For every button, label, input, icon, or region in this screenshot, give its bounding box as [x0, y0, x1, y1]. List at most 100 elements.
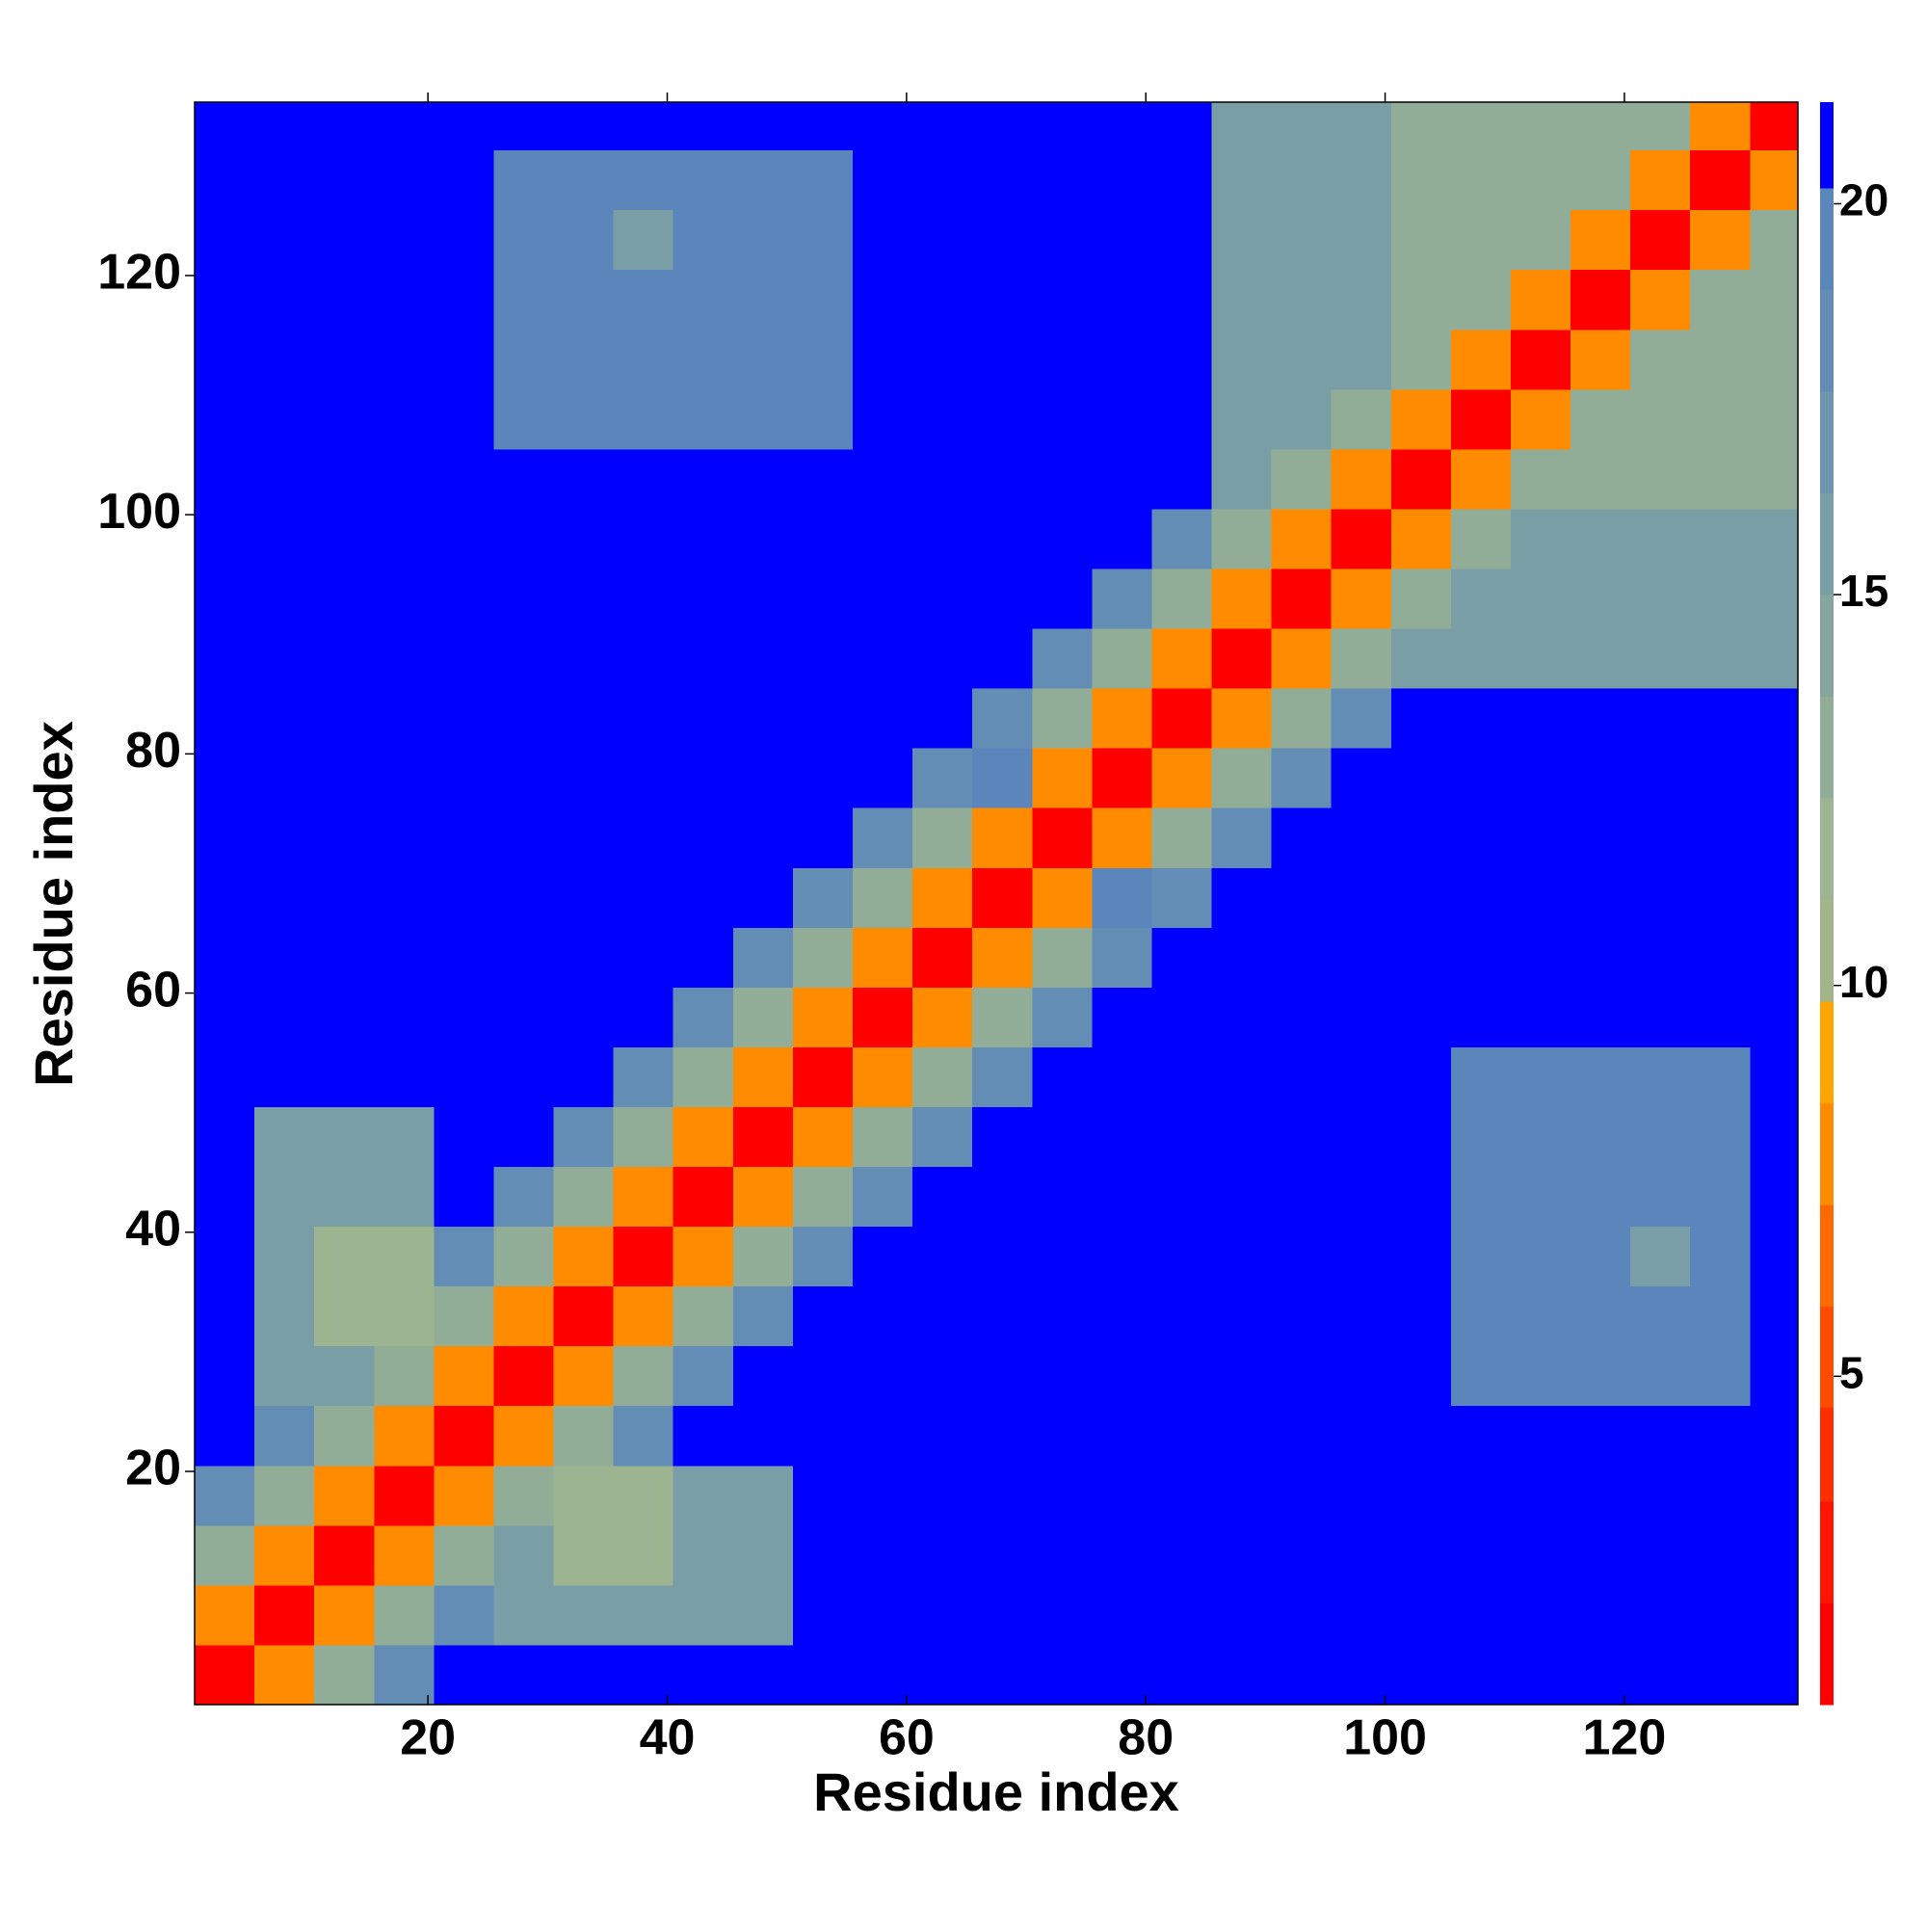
- heatmap-cell: [972, 688, 1033, 749]
- heatmap-cell: [374, 807, 435, 868]
- heatmap-cell: [1390, 1345, 1452, 1407]
- heatmap-cell: [912, 149, 973, 211]
- heatmap-cell: [1032, 1285, 1093, 1347]
- heatmap-cell: [613, 1524, 674, 1586]
- heatmap-cell: [1271, 508, 1333, 569]
- heatmap-cell: [493, 388, 555, 450]
- heatmap-cell: [613, 1106, 674, 1168]
- heatmap-cell: [195, 1166, 255, 1228]
- heatmap-cell: [673, 269, 734, 331]
- heatmap-cell: [673, 1405, 734, 1467]
- heatmap-cell: [1390, 329, 1452, 390]
- heatmap-cell: [493, 569, 555, 629]
- heatmap-cell: [1092, 1405, 1152, 1467]
- heatmap-cell: [1571, 102, 1631, 151]
- heatmap-cell: [1211, 1046, 1273, 1107]
- heatmap-cell: [1571, 508, 1631, 569]
- colorbar-level: [1820, 1501, 1834, 1604]
- heatmap-cell: [1571, 1524, 1631, 1586]
- heatmap-cell: [553, 269, 615, 331]
- heatmap-cell: [1450, 388, 1512, 450]
- heatmap-cell: [434, 1046, 494, 1107]
- heatmap-cell: [1092, 569, 1152, 629]
- heatmap-cell: [553, 748, 615, 808]
- x-axis-label: Residue index: [813, 1761, 1179, 1822]
- heatmap-cell: [1450, 149, 1512, 211]
- heatmap-cell: [852, 1584, 913, 1646]
- heatmap-cell: [434, 149, 494, 211]
- heatmap-cell: [1450, 1046, 1512, 1107]
- heatmap-cell: [1032, 569, 1093, 629]
- y-tick-label: 80: [125, 723, 181, 779]
- heatmap-cell: [1690, 448, 1751, 510]
- heatmap-cell: [912, 1046, 973, 1107]
- heatmap-cell: [1510, 448, 1571, 510]
- heatmap-cell: [1331, 448, 1392, 510]
- heatmap-cell: [493, 209, 555, 271]
- heatmap-cell: [732, 209, 794, 271]
- x-tick-label: 40: [640, 1710, 696, 1766]
- heatmap-cell: [493, 269, 555, 331]
- heatmap-cell: [1750, 1166, 1799, 1228]
- heatmap-cell: [792, 1106, 854, 1168]
- heatmap-cell: [254, 569, 315, 629]
- heatmap-cell: [374, 688, 435, 749]
- heatmap-cell: [314, 1644, 375, 1706]
- heatmap-cell: [1510, 269, 1571, 331]
- heatmap-cell: [1151, 508, 1213, 569]
- heatmap-cell: [1092, 807, 1152, 868]
- heatmap-cell: [1092, 1465, 1152, 1526]
- heatmap-cell: [553, 1405, 615, 1467]
- heatmap-cell: [1510, 1584, 1571, 1646]
- heatmap-cell: [1331, 987, 1392, 1047]
- colorbar-level: [1820, 1407, 1834, 1502]
- heatmap-cell: [613, 987, 674, 1047]
- heatmap-cell: [1750, 448, 1799, 510]
- heatmap-cell: [1390, 269, 1452, 331]
- heatmap-cell: [314, 628, 375, 689]
- colorbar-tick-label: 5: [1839, 1347, 1864, 1397]
- heatmap-cell: [613, 209, 674, 271]
- heatmap-cell: [1032, 807, 1093, 868]
- heatmap-cell: [613, 688, 674, 749]
- heatmap-cell: [1092, 1524, 1152, 1586]
- heatmap-cell: [732, 927, 794, 988]
- heatmap-cell: [792, 807, 854, 868]
- heatmap-cell: [1690, 1106, 1751, 1168]
- heatmap-cell: [1271, 1644, 1333, 1706]
- heatmap-cell: [493, 1046, 555, 1107]
- heatmap-cell: [1032, 927, 1093, 988]
- heatmap-cell: [314, 329, 375, 390]
- heatmap-cell: [1750, 748, 1799, 808]
- heatmap-cell: [912, 628, 973, 689]
- heatmap-cell: [912, 269, 973, 331]
- heatmap-cell: [1032, 1405, 1093, 1467]
- heatmap-cell: [1510, 927, 1571, 988]
- heatmap-cell: [912, 1584, 973, 1646]
- heatmap-cell: [1450, 329, 1512, 390]
- heatmap-cell: [972, 1285, 1033, 1347]
- heatmap-cell: [1690, 329, 1751, 390]
- heatmap-cell: [1151, 1584, 1213, 1646]
- heatmap-cell: [1630, 209, 1691, 271]
- heatmap-cell: [195, 569, 255, 629]
- heatmap-cell: [195, 1226, 255, 1287]
- heatmap-cell: [553, 1285, 615, 1347]
- heatmap-cell: [434, 102, 494, 151]
- heatmap-cell: [254, 1405, 315, 1467]
- heatmap-cell: [1450, 1405, 1512, 1467]
- heatmap-cell: [434, 1166, 494, 1228]
- heatmap-cell: [1211, 1584, 1273, 1646]
- heatmap-cell: [732, 1644, 794, 1706]
- heatmap-cell: [1092, 1106, 1152, 1168]
- colorbar-level: [1820, 1602, 1834, 1706]
- heatmap-cell: [912, 867, 973, 928]
- heatmap-cell: [374, 1465, 435, 1526]
- heatmap-cell: [732, 748, 794, 808]
- heatmap-cell: [852, 448, 913, 510]
- heatmap-cell: [792, 748, 854, 808]
- heatmap-cell: [673, 1046, 734, 1107]
- heatmap-cell: [314, 1166, 375, 1228]
- heatmap-cell: [1151, 448, 1213, 510]
- heatmap-cell: [1211, 1166, 1273, 1228]
